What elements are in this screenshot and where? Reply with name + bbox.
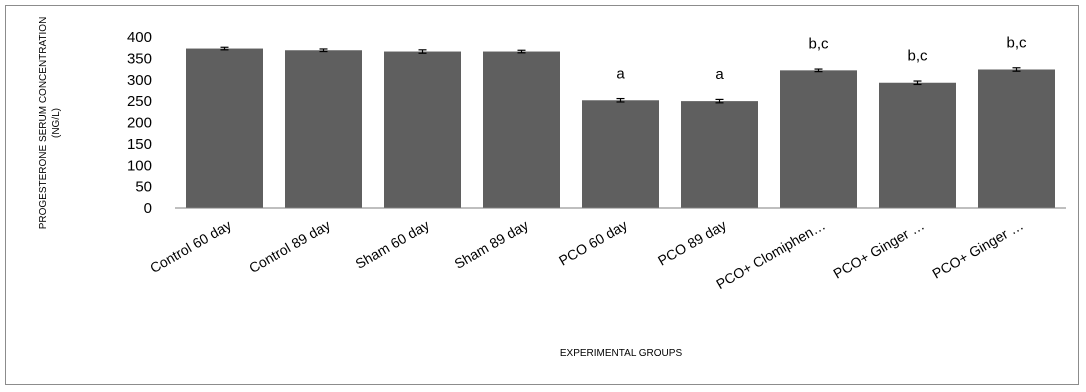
y-tick-label: 200 <box>127 115 152 132</box>
y-tick-label: 0 <box>144 200 152 217</box>
x-category-label: Sham 60 day <box>353 217 432 272</box>
bar <box>384 51 461 208</box>
significance-label: b,c <box>1006 34 1027 51</box>
error-bar <box>814 68 823 73</box>
y-axis-title-line: (NG/L) <box>51 108 62 138</box>
x-category-label: PCO+ Ginger … <box>830 217 927 282</box>
bar <box>186 48 263 209</box>
bar <box>582 100 659 208</box>
error-bar <box>715 98 724 104</box>
error-bar <box>418 49 427 54</box>
y-tick-label: 100 <box>127 157 152 174</box>
bar <box>483 51 560 208</box>
significance-label: a <box>715 66 724 83</box>
error-bar <box>517 49 526 54</box>
x-category-label: PCO+ Ginger … <box>929 217 1026 282</box>
y-tick-label: 50 <box>135 179 152 196</box>
x-axis-title: EXPERIMENTAL GROUPS <box>560 348 683 359</box>
error-bar <box>319 48 328 53</box>
y-axis-title-line: PROGESTERONE SERUM CONCENTRATION <box>38 17 49 230</box>
bar <box>681 101 758 208</box>
y-tick-label: 250 <box>127 93 152 110</box>
x-category-label: PCO+ Clomiphen… <box>713 217 828 293</box>
y-tick-label: 150 <box>127 136 152 153</box>
bar-chart: 0 50 100 150 200 250 300 350 400 a a b,c b,c b,c Con… <box>38 17 1066 359</box>
bar <box>285 50 362 208</box>
bar <box>879 82 956 208</box>
x-category-label: Control 89 day <box>246 217 333 276</box>
bar <box>978 69 1055 208</box>
error-bar <box>913 80 922 86</box>
y-tick-label: 400 <box>127 29 152 46</box>
chart-frame: 0 50 100 150 200 250 300 350 400 a a b,c b,c b,c Con… <box>5 5 1079 385</box>
significance-label: b,c <box>907 48 928 65</box>
x-category-label: PCO 89 day <box>655 217 729 269</box>
error-bar <box>1012 67 1021 72</box>
significance-label: a <box>616 65 625 82</box>
error-bar <box>616 97 625 103</box>
y-tick-label: 300 <box>127 72 152 89</box>
y-axis-title: PROGESTERONE SERUM CONCENTRATION (NG/L) <box>38 17 62 230</box>
x-category-label: Sham 89 day <box>452 217 531 272</box>
x-category-label: PCO 60 day <box>556 217 630 269</box>
error-bar <box>220 46 229 51</box>
significance-label: b,c <box>808 35 829 52</box>
y-tick-label: 350 <box>127 50 152 67</box>
bar <box>780 70 857 208</box>
x-category-label: Control 60 day <box>147 217 234 276</box>
